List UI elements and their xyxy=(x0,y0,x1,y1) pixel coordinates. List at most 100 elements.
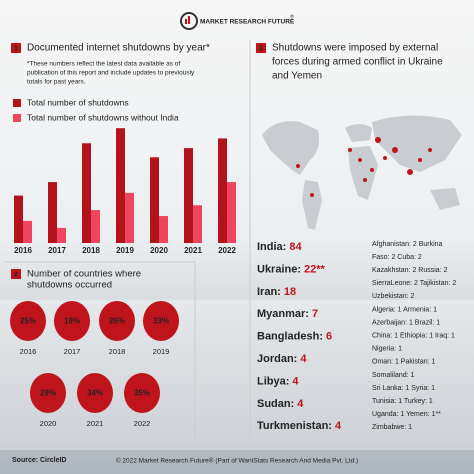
bar xyxy=(125,192,134,243)
percent-label: 25% xyxy=(20,317,36,326)
section-number: 3 xyxy=(259,45,263,52)
year-label: 2022 xyxy=(134,419,151,428)
bar xyxy=(48,182,57,243)
country-line: Sri Lanka: 1 Syria: 1 xyxy=(372,385,435,392)
year-label: 2017 xyxy=(64,347,81,356)
country-line: Nigeria: 1 xyxy=(372,346,402,353)
year-label: 2019 xyxy=(153,347,170,356)
bar xyxy=(82,143,91,243)
percent-label: 35% xyxy=(134,389,150,398)
chart-title: Documented internet shutdowns by year* xyxy=(27,43,210,54)
note: totals for past years. xyxy=(27,79,86,86)
bar xyxy=(150,157,159,243)
bar xyxy=(91,210,100,243)
section-title: and Yemen xyxy=(272,71,322,82)
x-tick-label: 2018 xyxy=(82,246,100,255)
percent-circle xyxy=(10,301,46,341)
map-marker xyxy=(296,137,432,197)
source: Source: CircleID xyxy=(12,457,66,464)
country: Ukraine: xyxy=(257,263,301,275)
logo-icon xyxy=(180,12,198,30)
count: 22** xyxy=(304,263,326,275)
country-count: Myanmar: 7 xyxy=(257,308,318,320)
count: 18 xyxy=(284,286,296,298)
x-tick-label: 2019 xyxy=(116,246,134,255)
section-title: shutdowns occurred xyxy=(27,280,112,291)
country: Iran: xyxy=(257,286,281,298)
percent-label: 34% xyxy=(87,389,103,398)
country: Jordan: xyxy=(257,353,297,365)
count: 6 xyxy=(326,331,332,343)
country: Turkmenistan: xyxy=(257,420,332,432)
bar xyxy=(184,148,193,243)
country-line: Azerbaijan: 1 Brazil: 1 xyxy=(372,319,440,326)
section-badge xyxy=(11,43,21,53)
count: 4 xyxy=(335,420,342,432)
percent-circle xyxy=(54,301,90,341)
section-badge xyxy=(11,269,21,279)
x-tick-label: 2022 xyxy=(218,246,236,255)
count: 7 xyxy=(312,308,318,320)
country-line: Afghanistan: 2 Burkina xyxy=(372,241,443,248)
country-line: Tunisia: 1 Turkey: 1 xyxy=(372,398,433,405)
section-title: Shutdowns were imposed by external xyxy=(272,43,438,54)
percent-circle xyxy=(143,301,179,341)
country-count: Libya: 4 xyxy=(257,375,299,387)
percent-circle xyxy=(30,373,66,413)
section-number: 2 xyxy=(14,271,18,278)
country-line: SierraLeone: 2 Tajikistan: 2 xyxy=(372,280,456,287)
country: Sudan: xyxy=(257,398,294,410)
legend-swatch xyxy=(13,99,21,107)
country-line: Somaliland: 1 xyxy=(372,372,415,379)
percent-label: 19% xyxy=(64,317,80,326)
percent-circle xyxy=(124,373,160,413)
country: Libya: xyxy=(257,375,289,387)
x-tick-label: 2017 xyxy=(48,246,66,255)
count: 84 xyxy=(289,241,302,253)
country-line: Uganda: 1 Yemen: 1** xyxy=(372,411,441,418)
x-tick-label: 2016 xyxy=(14,246,32,255)
country-line: China: 1 Ethiopia: 1 Iraq: 1 xyxy=(372,333,455,340)
percent-label: 26% xyxy=(109,317,125,326)
count: 4 xyxy=(300,353,307,365)
year-label: 2021 xyxy=(87,419,104,428)
country-line: Kazakhstan: 2 Russia: 2 xyxy=(372,267,448,274)
year-label: 2018 xyxy=(109,347,126,356)
legend-swatch xyxy=(13,114,21,122)
country-line: Faso: 2 Cuba: 2 xyxy=(372,254,422,261)
percent-label: 29% xyxy=(40,389,56,398)
count: 4 xyxy=(292,375,299,387)
legend-label: Total number of shutdowns xyxy=(27,97,129,107)
country: Myanmar: xyxy=(257,308,309,320)
country-count: Bangladesh: 6 xyxy=(257,331,332,343)
x-tick-label: 2020 xyxy=(150,246,168,255)
country-count: Ukraine: 22** xyxy=(257,263,326,275)
section-title: Number of countries where xyxy=(27,269,141,280)
count: 4 xyxy=(297,398,304,410)
bar xyxy=(116,128,125,243)
country-count: India: 84 xyxy=(257,241,302,253)
world-map xyxy=(262,115,462,230)
section-badge xyxy=(256,43,266,53)
brand: MARKET RESEARCH FUTURE xyxy=(200,19,295,26)
percent-circle xyxy=(77,373,113,413)
logo-icon xyxy=(185,19,187,24)
note: publication of this report and include u… xyxy=(27,70,195,77)
year-label: 2016 xyxy=(20,347,37,356)
bar xyxy=(159,216,168,243)
percent-label: 33% xyxy=(153,317,169,326)
footer: © 2022 Market Research Future® (Part of … xyxy=(116,457,358,465)
bar xyxy=(227,182,236,243)
brand-mark: ® xyxy=(290,13,294,20)
section-number: 1 xyxy=(14,45,18,52)
country: India: xyxy=(257,241,286,253)
bar xyxy=(14,195,23,243)
country-count: Iran: 18 xyxy=(257,286,296,298)
bar xyxy=(57,227,66,243)
logo-icon xyxy=(188,16,190,24)
country-count: Jordan: 4 xyxy=(257,353,307,365)
legend-label: Total number of shutdowns without India xyxy=(27,112,179,122)
country-line: Oman: 1 Pakistan: 1 xyxy=(372,359,436,366)
bar xyxy=(23,220,32,243)
